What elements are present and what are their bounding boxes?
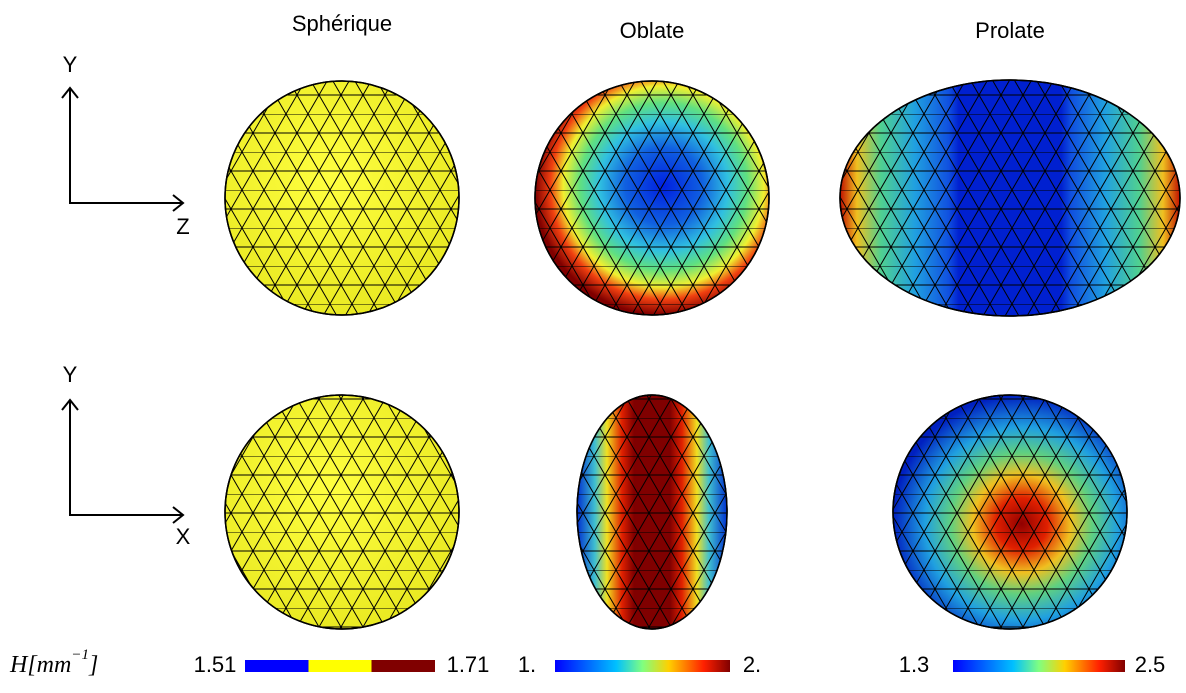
mesh-lines [839,79,1181,317]
colorbar [245,660,435,672]
axis-arrows [61,398,185,524]
colorbar-min: 1. [518,652,536,677]
colorbar [555,660,730,672]
colorbar-label: H[mm−1] [9,647,98,677]
mesh-lines [534,80,770,316]
mesh-lines [892,394,1128,630]
colorbar-max: 2. [743,652,761,677]
colorbar-max: 1.71 [447,652,490,677]
axis-arrows [61,86,185,212]
colorbar-max: 2.5 [1135,652,1166,677]
axis-label: Y [63,362,78,387]
colorbar-min: 1.3 [899,652,930,677]
mesh-lines [224,80,460,316]
axis-label: Y [63,52,78,77]
colorbar-min: 1.51 [194,652,237,677]
column-title: Prolate [975,18,1045,43]
column-title: Oblate [620,18,685,43]
label-exponent: −1 [71,647,89,663]
label-end: ] [88,652,98,678]
column-title: Sphérique [292,11,392,36]
axis-label: X [176,524,191,549]
mesh-lines [224,394,460,630]
colorbar [953,660,1125,672]
mesh-lines [576,394,728,630]
label-main: H[mm [9,652,71,678]
axis-label: Z [176,214,189,239]
